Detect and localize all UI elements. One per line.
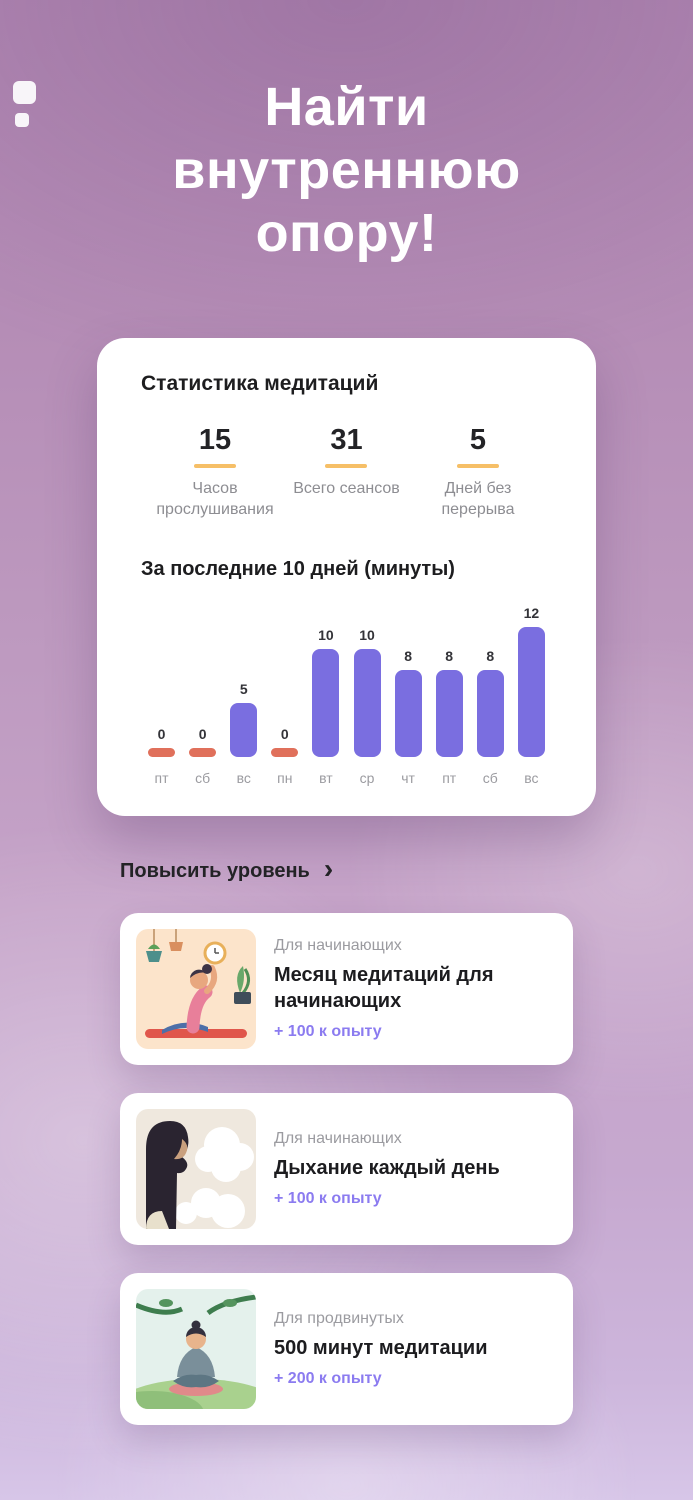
- metric-value: 31: [330, 423, 363, 456]
- bar-column: 10 ср: [346, 599, 387, 786]
- bar: [312, 648, 340, 757]
- metric-listening-hours: 15 Часов прослушивания: [145, 424, 285, 520]
- card-title: Месяц медитаций для начинающих: [274, 963, 494, 1012]
- bar: [517, 626, 545, 757]
- zero-bar-marker: [271, 747, 299, 757]
- page-title: Найти внутреннюю опору!: [172, 77, 521, 264]
- metric-label: Дней без перерыва: [441, 479, 515, 518]
- yoga-stretch-illustration: [136, 928, 256, 1049]
- metric-underline: [325, 463, 368, 468]
- bar-value-label: 12: [523, 604, 540, 621]
- decor-sparkle: [13, 81, 36, 104]
- card-title: Дыхание каждый день: [274, 1156, 500, 1179]
- chevron-right-icon: ›: [323, 853, 334, 885]
- card-text: Для продвинутых 500 минут медитации + 20…: [274, 1310, 488, 1388]
- card-text: Для начинающих Дыхание каждый день + 100…: [274, 1130, 500, 1208]
- bar-column: 8 чт: [388, 599, 429, 786]
- metric-total-sessions: 31 Всего сеансов: [293, 424, 400, 520]
- bar-value-label: 8: [404, 647, 412, 664]
- bar-value-label: 8: [445, 647, 454, 664]
- zero-bar-marker: [189, 747, 217, 757]
- bar-category-label: сб: [482, 769, 498, 786]
- bar-category-label: ср: [359, 769, 375, 786]
- bar: [230, 702, 258, 757]
- chart-title: За последние 10 дней (минуты): [141, 557, 455, 580]
- bar-column: 8 пт: [429, 599, 470, 786]
- challenge-card-month-of-meditation[interactable]: Для начинающих Месяц медитаций для начин…: [120, 912, 573, 1065]
- card-category: Для начинающих: [274, 1129, 402, 1147]
- outdoor-meditation-illustration: [136, 1288, 256, 1409]
- bar-category-label: сб: [195, 769, 211, 786]
- bar-value-label: 8: [486, 647, 495, 664]
- bar-column: 0 пт: [141, 599, 182, 786]
- bar-category-label: вс: [524, 769, 539, 786]
- zero-bar-marker: [148, 747, 176, 757]
- bar-category-label: пт: [154, 769, 169, 786]
- challenge-card-daily-breathing[interactable]: Для начинающих Дыхание каждый день + 100…: [120, 1092, 573, 1245]
- app-screen: Найти внутреннюю опору! Статистика медит…: [0, 76, 693, 1500]
- bar-category-label: вс: [236, 769, 251, 786]
- challenge-cards-list: Для начинающих Месяц медитаций для начин…: [120, 912, 573, 1425]
- bar-column: 12 вс: [511, 599, 552, 786]
- bar-chart: 0 пт 0 сб 5 вс 0 пн 10 вт 10 ср 8 чт 8 пт 8 сб 12 вс: [141, 599, 552, 786]
- bar-category-label: чт: [401, 769, 415, 786]
- bar-value-label: 5: [239, 680, 248, 697]
- card-category: Для начинающих: [274, 936, 402, 954]
- stats-card: Статистика медитаций 15 Часов прослушива…: [97, 337, 596, 816]
- bar-value-label: 0: [157, 725, 166, 742]
- bar-column: 5 вс: [223, 599, 264, 786]
- bar: [435, 669, 463, 757]
- bar-value-label: 10: [359, 626, 375, 643]
- bar-column: 0 пн: [264, 599, 305, 786]
- level-up-label: Повысить уровень: [120, 859, 310, 882]
- metric-value: 5: [469, 423, 487, 456]
- card-category: Для продвинутых: [274, 1309, 404, 1327]
- bar-column: 8 сб: [470, 599, 511, 786]
- metric-underline: [194, 463, 236, 468]
- card-text: Для начинающих Месяц медитаций для начин…: [274, 937, 506, 1041]
- bar: [353, 648, 381, 757]
- bar-value-label: 0: [280, 725, 289, 742]
- bar-category-label: пн: [277, 769, 293, 786]
- card-xp-reward: + 100 к опыту: [274, 1189, 382, 1207]
- metric-underline: [456, 463, 499, 468]
- level-up-link[interactable]: Повысить уровень ›: [120, 853, 573, 885]
- bar-category-label: пт: [442, 769, 457, 786]
- bar-category-label: вт: [319, 769, 333, 786]
- metrics-row: 15 Часов прослушивания 31 Всего сеансов …: [141, 424, 552, 520]
- bar-column: 10 вт: [305, 599, 346, 786]
- card-title: 500 минут медитации: [274, 1336, 488, 1359]
- bar-column: 0 сб: [182, 599, 223, 786]
- card-xp-reward: + 100 к опыту: [274, 1022, 382, 1040]
- card-xp-reward: + 200 к опыту: [274, 1369, 382, 1387]
- breathing-woman-illustration: [136, 1108, 256, 1229]
- bar: [394, 669, 422, 757]
- bar: [476, 669, 504, 757]
- metric-value: 15: [198, 423, 232, 456]
- metric-label: Всего сеансов: [293, 479, 400, 497]
- metric-label: Часов прослушивания: [156, 479, 274, 518]
- bar-value-label: 10: [318, 626, 334, 643]
- decor-sparkle: [15, 113, 29, 127]
- metric-streak-days: 5 Дней без перерыва: [408, 424, 548, 520]
- challenge-card-500-minutes[interactable]: Для продвинутых 500 минут медитации + 20…: [120, 1272, 573, 1425]
- stats-title: Статистика медитаций: [141, 371, 379, 395]
- bar-value-label: 0: [198, 725, 207, 742]
